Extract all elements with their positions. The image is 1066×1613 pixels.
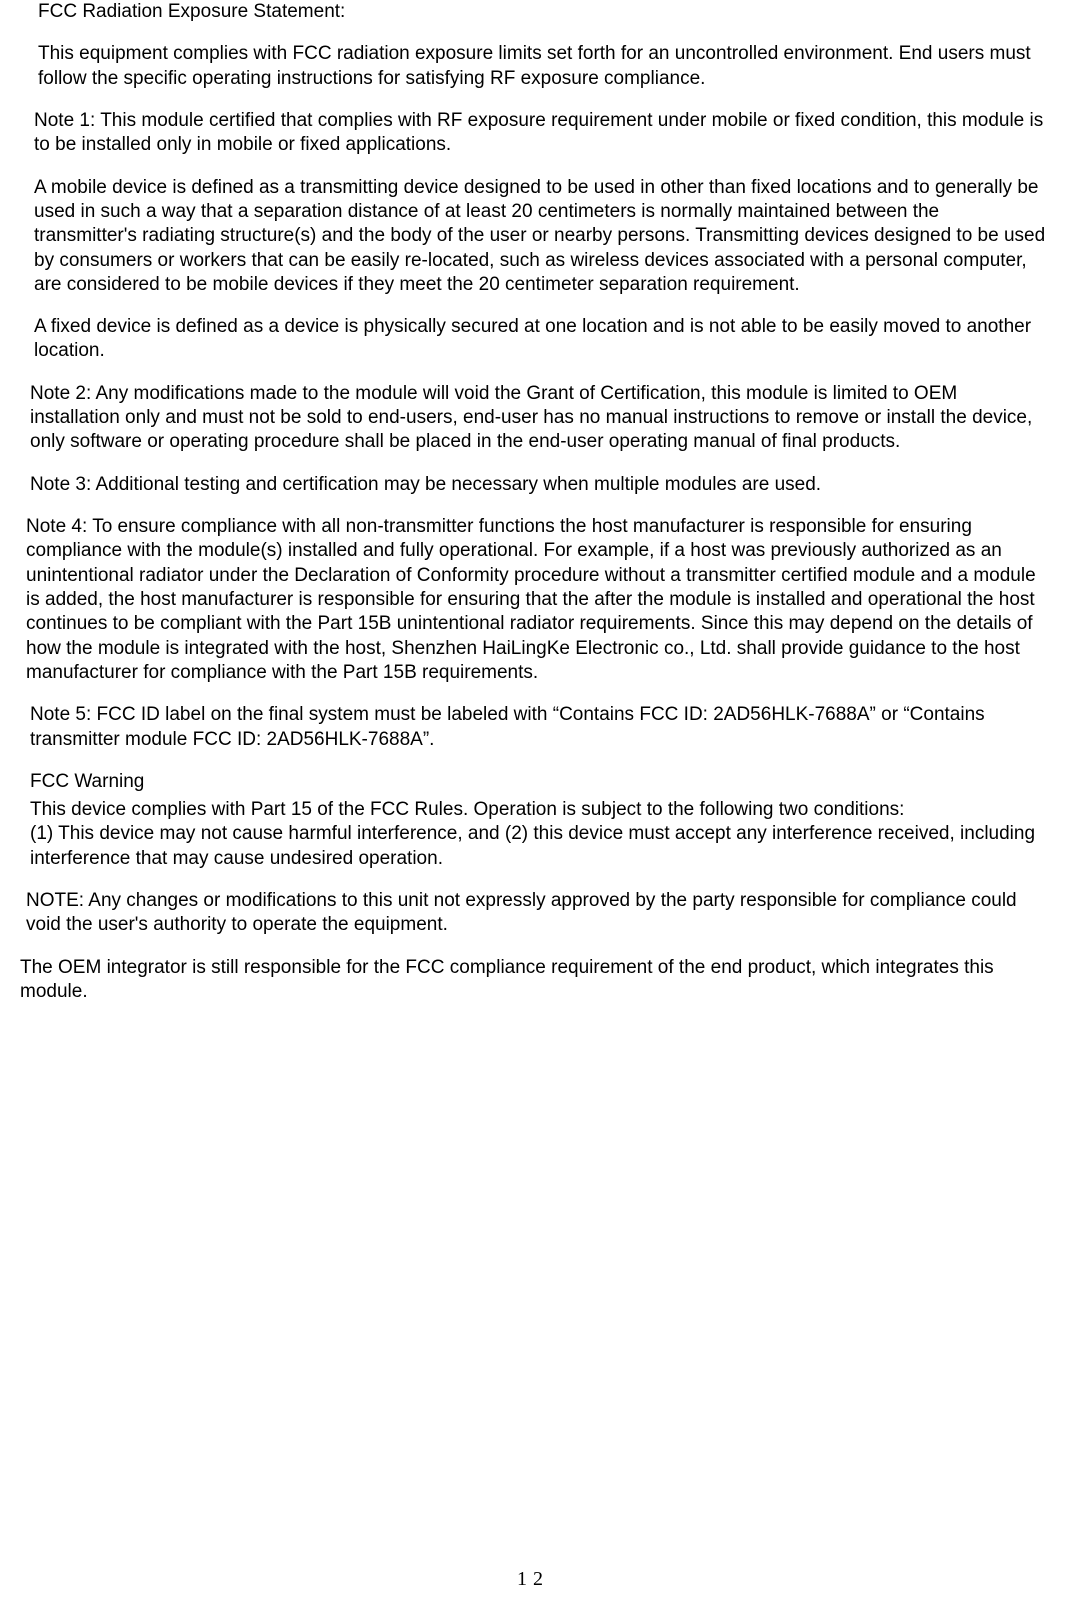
paragraph-oem-integrator: The OEM integrator is still responsible … [20,956,1046,1005]
paragraph-note-changes: NOTE: Any changes or modifications to th… [26,889,1046,938]
note-2: Note 2: Any modifications made to the mo… [30,382,1046,455]
note-3: Note 3: Additional testing and certifica… [30,473,1046,497]
note-4: Note 4: To ensure compliance with all no… [26,515,1046,685]
heading-fcc-exposure: FCC Radiation Exposure Statement: [38,0,1046,24]
page-number: 12 [0,1568,1066,1591]
paragraph: This equipment complies with FCC radiati… [38,42,1046,91]
heading-fcc-warning: FCC Warning [30,770,1046,794]
paragraph-warning-conditions: This device complies with Part 15 of the… [30,798,1046,871]
paragraph-mobile-device: A mobile device is defined as a transmit… [34,176,1046,298]
note-5: Note 5: FCC ID label on the final system… [30,703,1046,752]
note-1: Note 1: This module certified that compl… [34,109,1046,158]
paragraph-fixed-device: A fixed device is defined as a device is… [34,315,1046,364]
document-body: FCC Radiation Exposure Statement: This e… [0,0,1066,1004]
